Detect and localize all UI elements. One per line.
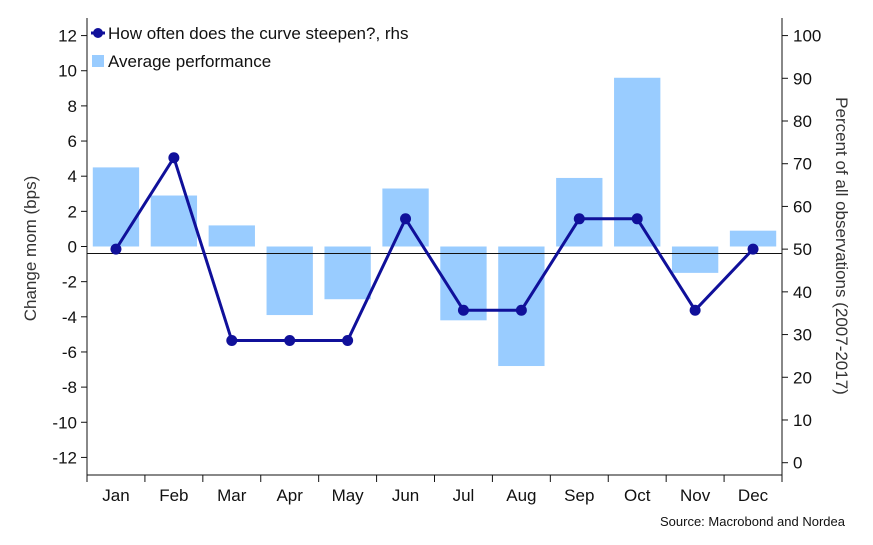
bar-mar [208, 225, 255, 247]
right-tick-label: 0 [793, 454, 802, 473]
x-tick-label: Jul [453, 486, 475, 505]
source-note: Source: Macrobond and Nordea [659, 514, 845, 529]
right-tick-label: 30 [793, 326, 812, 345]
point-feb [168, 152, 180, 164]
x-tick-label: Aug [506, 486, 536, 505]
bar-may [324, 246, 371, 300]
point-sep [573, 213, 585, 225]
bar-sep [556, 177, 603, 247]
right-tick-label: 20 [793, 368, 812, 387]
left-y-axis-ticks: 12 10 8 6 4 2 0 -2 -4 -6 -8 -10 -12 [52, 27, 87, 467]
bar-jan [92, 167, 140, 247]
left-tick-label: 0 [68, 238, 77, 257]
x-tick-label: Nov [680, 486, 711, 505]
x-tick-label: Apr [276, 486, 303, 505]
legend-label-bar: Average performance [108, 52, 271, 71]
point-may [342, 335, 354, 347]
right-axis-label: Percent of all observations (2007-2017) [832, 97, 851, 395]
steepen-points [110, 152, 759, 347]
point-dec [747, 243, 759, 255]
right-tick-label: 40 [793, 283, 812, 302]
left-axis-label: Change mom (bps) [21, 176, 40, 322]
right-tick-label: 60 [793, 197, 812, 216]
legend-bar-swatch [92, 55, 104, 67]
x-tick-label: Oct [624, 486, 651, 505]
point-jun [400, 213, 412, 225]
left-tick-label: -10 [52, 413, 77, 432]
legend-line-marker [93, 28, 103, 38]
left-tick-label: -2 [62, 273, 77, 292]
bar-nov [671, 246, 719, 273]
left-tick-label: 8 [68, 97, 77, 116]
right-tick-label: 90 [793, 69, 812, 88]
point-jan [110, 243, 122, 255]
left-tick-label: 4 [68, 167, 77, 186]
point-oct [631, 213, 643, 225]
left-tick-label: -6 [62, 343, 77, 362]
x-tick-label: Feb [159, 486, 188, 505]
point-mar [226, 335, 238, 347]
legend: How often does the curve steepen?, rhs A… [91, 24, 409, 71]
bar-feb [150, 195, 198, 247]
point-nov [689, 304, 701, 316]
left-tick-label: 12 [58, 27, 77, 46]
right-tick-label: 80 [793, 112, 812, 131]
left-tick-label: 6 [68, 132, 77, 151]
point-apr [284, 335, 296, 347]
left-tick-label: 2 [68, 202, 77, 221]
point-jul [457, 304, 469, 316]
right-tick-label: 70 [793, 155, 812, 174]
point-aug [515, 304, 527, 316]
right-tick-label: 100 [793, 27, 821, 46]
x-tick-label: Jun [392, 486, 419, 505]
left-tick-label: -12 [52, 448, 77, 467]
left-tick-label: -8 [62, 378, 77, 397]
bar-dec [729, 230, 777, 247]
bar-apr [266, 246, 313, 316]
x-tick-label: Mar [217, 486, 247, 505]
x-tick-label: Jan [102, 486, 129, 505]
steepen-line [114, 154, 755, 343]
x-tick-label: Dec [738, 486, 769, 505]
right-tick-label: 50 [793, 240, 812, 259]
left-tick-label: -4 [62, 308, 77, 327]
x-tick-label: May [332, 486, 365, 505]
legend-label-line: How often does the curve steepen?, rhs [108, 24, 409, 43]
x-tick-label: Sep [564, 486, 594, 505]
left-tick-label: 10 [58, 62, 77, 81]
x-axis-ticks: Jan Feb Mar Apr May Jun Jul Aug Sep Oct Nov Dec [86, 475, 783, 505]
right-tick-label: 10 [793, 411, 812, 430]
